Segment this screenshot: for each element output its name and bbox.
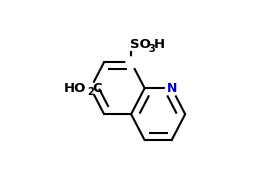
Text: 2: 2: [87, 87, 94, 97]
Text: SO: SO: [130, 38, 151, 51]
Text: C: C: [92, 82, 102, 95]
Text: H: H: [154, 38, 164, 51]
Text: 3: 3: [148, 44, 155, 54]
Text: N: N: [166, 82, 177, 95]
Text: HO: HO: [64, 82, 87, 95]
